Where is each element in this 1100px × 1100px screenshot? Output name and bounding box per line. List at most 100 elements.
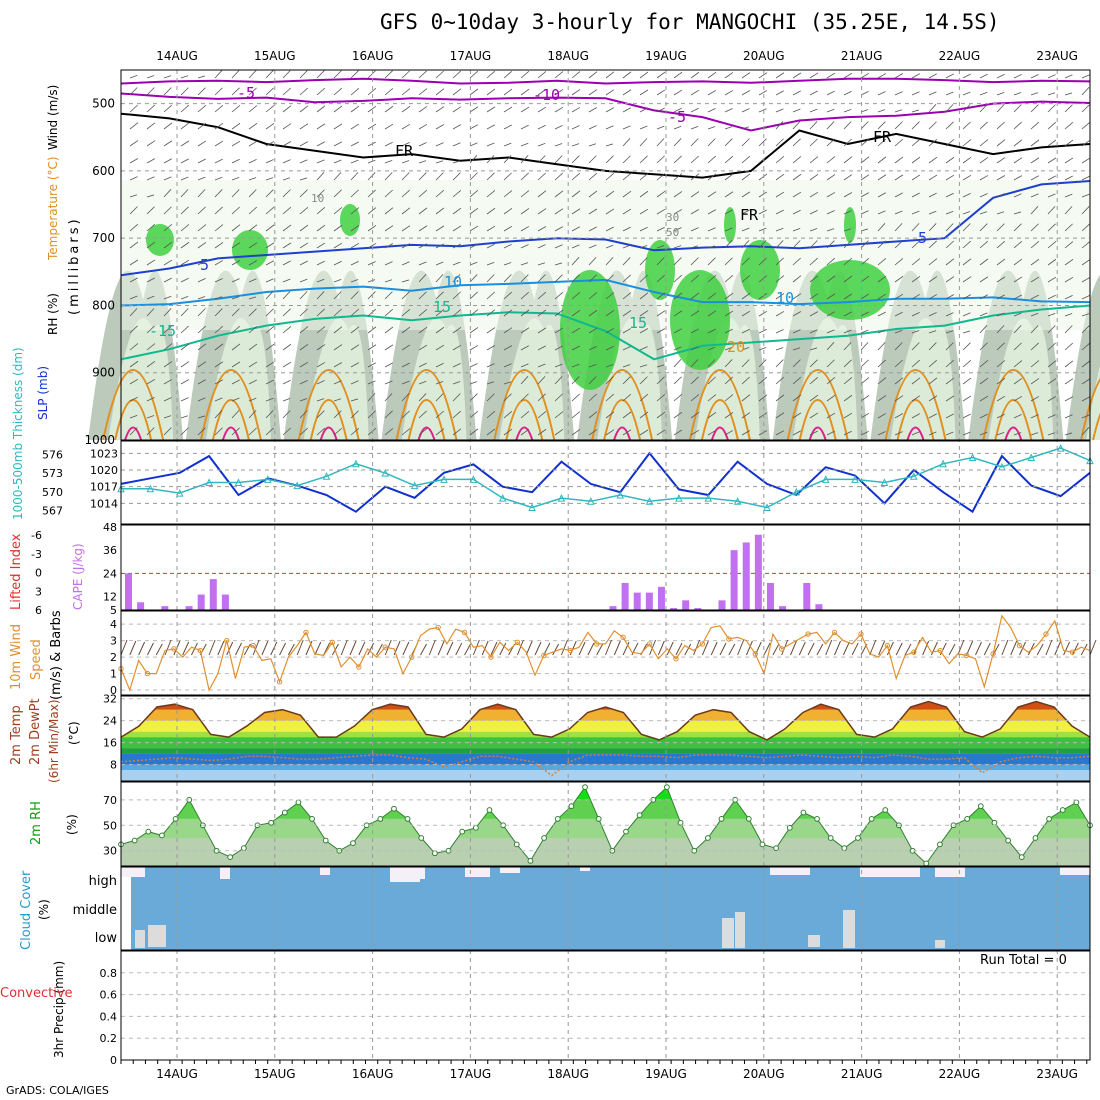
upper-wind-barb [605,393,614,402]
upper-wind-barb [180,343,190,351]
upper-wind-barb [877,329,886,334]
upper-wind-barb [367,172,376,181]
wind-barb [1080,643,1088,656]
upper-wind-barb [894,342,903,351]
upper-wind-barb [979,413,988,419]
upper-wind-barb [452,381,461,385]
upper-wind-barb [180,296,189,300]
wind-barb [261,640,269,656]
wind-barb [878,640,886,656]
upper-wind-barb [197,140,207,147]
upper-wind-barb [1030,294,1039,300]
upper-wind-barb [792,311,802,317]
rh-point [418,835,425,841]
upper-wind-barb [996,139,1006,147]
wind-barb [499,642,507,656]
upper-wind-barb [741,275,751,283]
upper-wind-barb [860,257,870,266]
upper-wind-barb [537,88,547,96]
upper-wind-barb [503,274,512,283]
wind-speed-point [567,647,573,654]
upper-wind-barb [384,261,393,266]
upper-wind-barb [316,87,326,96]
thickness-point [322,472,331,480]
upper-wind-barb [979,360,989,368]
upper-wind-barb [333,172,342,181]
upper-wind-barb [758,347,767,351]
wind-barb [146,642,154,656]
upper-wind-barb [367,291,376,300]
upper-wind-barb [1064,193,1073,198]
upper-wind-barb [163,325,172,334]
upper-wind-barb [741,328,750,334]
wind-barb [490,641,498,656]
upper-wind-barb [554,345,563,351]
rh-point [786,824,793,831]
ylabel-rh: RH (%) [46,293,60,335]
upper-wind-barb [707,126,716,130]
upper-wind-barb [673,191,683,198]
upper-wind-barb [401,410,410,419]
upper-wind-barb [724,173,734,181]
upper-wind-barb [707,173,717,181]
upper-wind-barb [299,141,309,147]
day-label-bottom: 17AUG [450,1067,492,1081]
isotherm-plus20 [884,369,947,441]
upper-wind-barb [401,344,411,351]
upper-wind-barb [826,156,836,164]
thickness-point [557,494,566,502]
cloud-low-patch [135,930,145,948]
upper-wind-barb [129,360,139,368]
upper-wind-barb [197,325,206,334]
temp-band [121,720,1090,732]
rh-point [500,822,507,829]
thickness-point [587,497,595,505]
upper-wind-barb [520,363,529,368]
upper-wind-barb [350,159,359,164]
upper-wind-barb [758,126,767,130]
upper-wind-barb [690,227,699,232]
upper-wind-barb [554,291,564,300]
upper-wind-barb [231,260,241,266]
upper-wind-barb [673,173,683,181]
upper-wind-barb [1047,175,1056,181]
upper-wind-barb [554,429,564,436]
upper-wind-barb [945,174,955,181]
upper-wind-barb [877,342,886,351]
upper-wind-barb [962,294,972,300]
upper-wind-barb [911,192,920,198]
upper-wind-barb [401,172,410,181]
upper-wind-barb [384,291,393,300]
upper-wind-barb [282,224,292,232]
upper-wind-barb [350,291,359,300]
upper-wind-barb [129,223,139,232]
ylabel-wind-a: 10m Wind [9,624,24,690]
upper-wind-barb [367,225,377,232]
upper-wind-barb [656,429,666,436]
upper-wind-barb [826,174,836,181]
upper-wind-barb [333,189,342,198]
cloud-ylabel: Cloud Cover (%) [19,870,51,950]
upper-wind-barb [180,277,189,283]
upper-wind-barb [197,343,207,351]
upper-wind-barb [367,243,377,249]
temp-tick-label: 8 [110,759,117,772]
upper-wind-barb [316,123,326,130]
thickness-point [939,459,947,468]
upper-wind-barb [911,138,921,147]
upper-wind-barb [690,107,699,113]
upper-wind-barb [707,359,716,368]
upper-wind-barb [214,87,223,96]
upper-wind-barb [333,70,342,79]
upper-wind-barb [231,379,240,385]
upper-wind-barb [452,428,462,436]
upper-wind-barb [384,70,393,79]
cape-bar [766,582,774,610]
cape-bar [633,592,641,610]
upper-wind-barb [350,172,359,181]
upper-wind-barb [214,260,224,266]
upper-wind-barb [877,258,887,266]
upper-wind-barb [435,362,444,368]
upper-wind-barb [401,428,411,436]
contour-label: -5 [668,108,686,126]
